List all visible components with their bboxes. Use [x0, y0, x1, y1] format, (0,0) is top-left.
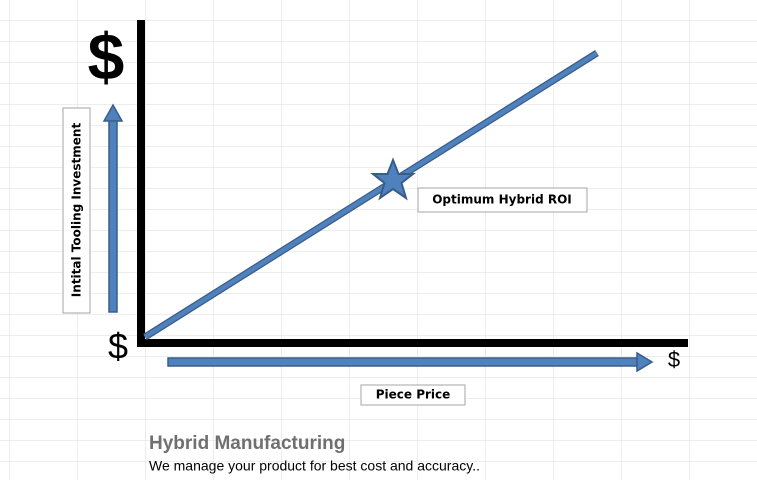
trend-line [143, 51, 599, 339]
footer-title: Hybrid Manufacturing [149, 433, 345, 454]
origin-symbol: $ [108, 326, 128, 367]
footer-subtitle: We manage your product for best cost and… [149, 458, 480, 474]
y-arrow-shaft [108, 119, 118, 313]
optimum-star [370, 157, 416, 201]
x-end-symbol: $ [668, 347, 680, 372]
y-top-symbol: $ [88, 19, 125, 93]
x-arrow-shaft [167, 357, 639, 367]
x-axis-label: Piece Price [376, 388, 451, 402]
label-box [417, 187, 588, 213]
x-arrow-head [636, 351, 654, 373]
y-label-box [62, 107, 91, 314]
y-axis-label: Intital Tooling Investment [70, 123, 84, 298]
x-label-box [360, 384, 466, 406]
y-arrow-head [102, 103, 124, 122]
point-label: Optimum Hybrid ROI [432, 193, 572, 207]
